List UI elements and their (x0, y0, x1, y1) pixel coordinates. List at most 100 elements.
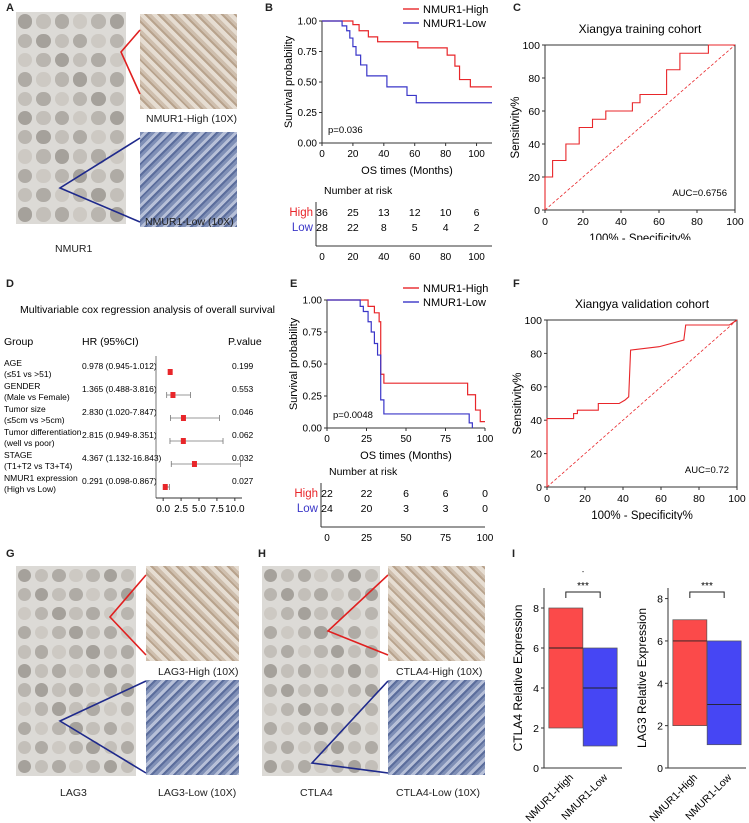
hr-ci: 2.815 (0.949-8.351) (82, 430, 157, 440)
tissue-core (120, 587, 135, 602)
tissue-core (120, 626, 135, 640)
y-tick-label: 40 (528, 139, 540, 151)
tissue-core (91, 187, 106, 203)
x-tick-label: 100 (468, 149, 485, 160)
y-tick-label: 6 (657, 636, 663, 648)
x-axis-title: OS times (Months) (361, 165, 453, 177)
x-tick-label: 100 (728, 493, 746, 505)
x-tick-label: 5.0 (192, 504, 206, 515)
group-name: AGE (4, 358, 22, 368)
tissue-core (86, 740, 100, 755)
roc-plot-f: Xiangya validation cohort 0 20 40 60 80 100 0 20… (512, 297, 746, 520)
survival-curve-high (322, 20, 492, 88)
tissue-core (73, 33, 88, 49)
tissue-core (17, 645, 32, 659)
tissue-core (36, 33, 51, 49)
y-tick-label: 4 (657, 678, 663, 690)
panel-label-h: H (258, 548, 266, 560)
tissue-core (109, 168, 124, 183)
tissue-core (86, 683, 100, 697)
tma-slide-lag3 (16, 566, 136, 776)
tissue-core (35, 721, 49, 735)
p-value: 0.046 (232, 407, 254, 417)
risk-x-tick: 80 (440, 252, 452, 263)
tissue-core (280, 664, 294, 678)
y-tick-label: 2 (533, 723, 539, 735)
roc-plot-c: Xiangya training cohort 0 20 40 60 80 100 0 20 40… (510, 22, 744, 240)
tissue-core (69, 645, 83, 659)
tissue-core (52, 645, 66, 659)
tissue-core (86, 664, 100, 678)
tissue-core (297, 683, 311, 697)
tissue-core (314, 588, 328, 602)
y-tick-label: 0.00 (303, 424, 323, 435)
tissue-core (297, 702, 311, 716)
tissue-core (18, 53, 33, 68)
tissue-core (18, 110, 33, 126)
group-comparison: (well vs poor) (4, 438, 55, 448)
tissue-core (109, 53, 124, 68)
risk-count: 2 (474, 222, 480, 234)
ctla4-high-label: CTLA4-High (10X) (396, 666, 483, 678)
p-value: 0.553 (232, 384, 254, 394)
tissue-core (73, 14, 88, 29)
y-tick-label: 100 (522, 40, 540, 52)
tissue-core (17, 683, 32, 697)
risk-count: 24 (321, 503, 333, 515)
tissue-core (35, 645, 49, 659)
tma-slide-nmur1 (16, 12, 126, 224)
risk-count: 6 (474, 207, 480, 219)
y-tick-label: 2 (657, 721, 663, 733)
y-tick-label: 0 (534, 205, 540, 217)
tissue-core (348, 664, 362, 678)
tissue-core (364, 607, 379, 621)
risk-table-title: Number at risk (324, 185, 393, 197)
tissue-core (54, 14, 69, 29)
tissue-core (280, 588, 294, 602)
plot-frame (546, 319, 738, 488)
y-tick-label: 4 (533, 683, 539, 695)
risk-count: 6 (403, 488, 409, 500)
risk-count: 22 (321, 488, 333, 500)
tissue-core (52, 626, 66, 640)
tissue-core (314, 702, 328, 716)
hr-ci: 0.291 (0.098-0.867) (82, 476, 157, 486)
tissue-core (52, 740, 66, 755)
hr-ci: 2.830 (1.020-7.847) (82, 407, 157, 417)
tissue-core (18, 187, 33, 203)
risk-x-tick: 100 (477, 533, 494, 544)
significance-bracket (689, 591, 725, 598)
tissue-core (348, 645, 362, 659)
tissue-core (280, 721, 294, 735)
forest-plot-d: Multivariable cox regression analysis of… (4, 304, 275, 515)
risk-count: 4 (443, 222, 449, 234)
risk-x-tick: 60 (409, 252, 421, 263)
risk-count: 3 (403, 503, 409, 515)
tissue-core (364, 702, 379, 716)
significance-stars: *** (701, 581, 713, 592)
tissue-core (18, 91, 33, 106)
tissue-core (91, 207, 106, 222)
tissue-core (331, 740, 345, 754)
tissue-core (297, 721, 311, 735)
tissue-core (52, 664, 66, 678)
tissue-core (52, 587, 66, 602)
tissue-core (91, 33, 106, 49)
x-tick-label: 40 (615, 216, 627, 228)
tissue-core (86, 568, 100, 583)
tissue-core (263, 759, 277, 774)
reference-diagonal (544, 44, 736, 211)
nmur1-slide-label: NMUR1 (55, 243, 93, 255)
tissue-core (17, 702, 32, 716)
tissue-core (52, 759, 66, 774)
tissue-core (69, 759, 83, 774)
p-value: 0.199 (232, 361, 254, 371)
y-tick-label: 1.00 (303, 296, 323, 307)
tissue-core (103, 702, 117, 716)
tissue-core (54, 168, 69, 183)
zoom-triangles-h (310, 574, 389, 774)
tissue-core (35, 740, 49, 755)
tissue-core (52, 683, 66, 697)
y-tick-label: 8 (657, 594, 663, 606)
tissue-core (348, 721, 362, 735)
